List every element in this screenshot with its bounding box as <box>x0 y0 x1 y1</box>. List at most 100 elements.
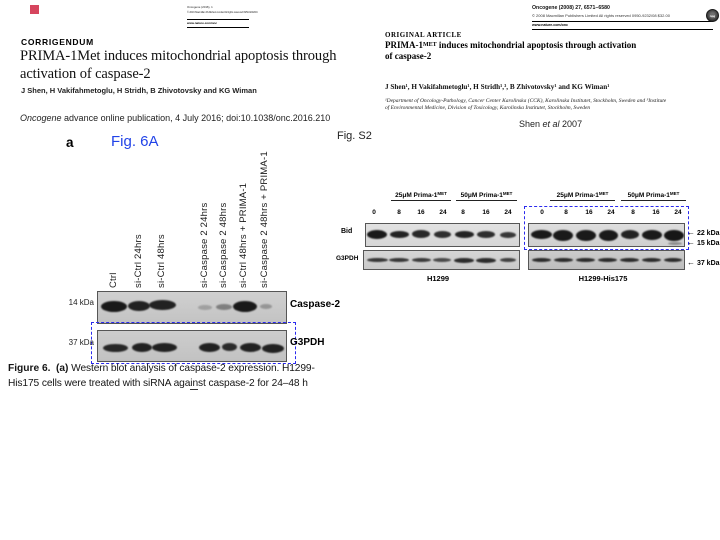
protein-band <box>530 229 552 239</box>
lane-label: si-Ctrl 48hrs <box>156 234 167 288</box>
protein-band <box>642 230 662 240</box>
lane-label: si-Ctrl 24hrs <box>133 234 144 288</box>
title-text: induces mitochondrial apoptosis through … <box>436 40 637 50</box>
right-authors: J Shen¹, H Vakifahmetoglu¹, H Stridh¹,³,… <box>385 83 610 91</box>
dose-superscript: MET <box>502 191 513 196</box>
left-arrow-icon: ← <box>687 238 695 247</box>
protein-band <box>641 258 661 262</box>
protein-band <box>476 257 496 263</box>
caspase2-blot-image <box>97 291 287 324</box>
g3pdh-blot-image <box>97 330 287 362</box>
lane-time-label: 24 <box>607 209 615 216</box>
lane-time-label: 24 <box>674 209 682 216</box>
lane-time-label: 24 <box>504 209 512 216</box>
left-article-title-line1: PRIMA-1Met induces mitochondrial apoptos… <box>20 48 337 64</box>
left-authors: J Shen, H Vakifahmetoglu, H Stridh, B Zh… <box>21 86 257 95</box>
highlight-dashed-box-left <box>91 322 296 364</box>
protein-band <box>151 342 177 352</box>
lane-time-label: 16 <box>417 209 425 216</box>
right-site-link: www.nature.com/onc <box>532 23 569 27</box>
dose-header-50um: 50μM Prima-1MET <box>456 191 517 201</box>
right-copyright-line: © 2008 Macmillan Publishers Limited All … <box>532 13 670 18</box>
lane-time-label: 16 <box>652 209 660 216</box>
protein-band <box>221 343 237 351</box>
g3pdh-blot-h1299his175 <box>528 250 685 270</box>
protein-band <box>198 342 220 352</box>
protein-band <box>500 232 516 238</box>
protein-band <box>433 230 451 238</box>
header-rule <box>532 21 713 22</box>
left-journal-line: Oncogene (2016), 1 <box>187 5 213 9</box>
header-rule <box>187 27 249 28</box>
left-pub-note-journal: Oncogene <box>20 113 62 123</box>
protein-band <box>239 342 261 352</box>
lane-time-label: 8 <box>397 209 401 216</box>
lane-time-label: 0 <box>372 209 376 216</box>
title-superscript: MET <box>423 42 437 48</box>
right-section-heading: ORIGINAL ARTICLE <box>385 31 462 39</box>
protein-band <box>233 300 257 312</box>
protein-band <box>412 230 430 238</box>
panel-letter-a: a <box>66 135 74 150</box>
caspase2-row-label: Caspase-2 <box>290 299 341 310</box>
protein-band <box>101 300 127 312</box>
protein-band <box>389 230 409 238</box>
marker-text: 22 kDa <box>696 230 720 237</box>
protein-band <box>454 257 474 263</box>
cellline-h1299: H1299 <box>426 274 450 283</box>
caption-text: His175 cells were treated with siRNA aga <box>8 378 191 389</box>
protein-band <box>597 258 617 262</box>
fig-6a-reference: Fig. 6A <box>111 133 159 150</box>
left-site-link: www.nature.com/onc <box>187 21 218 25</box>
left-article-title-line2: activation of caspase-2 <box>20 66 151 82</box>
marker-37kda: ← 37 kDa <box>687 258 720 267</box>
dose-text: 50μM Prima-1 <box>627 192 670 199</box>
marker-37kda: 37 kDa <box>68 338 94 347</box>
caption-underlined-text: in <box>190 378 199 390</box>
dose-superscript: MET <box>598 191 609 196</box>
bid-blot-h1299 <box>365 223 520 247</box>
protein-band <box>531 258 551 262</box>
dose-text: 50μM Prima-1 <box>460 192 503 199</box>
lane-time-label: 8 <box>564 209 568 216</box>
protein-band <box>128 301 150 311</box>
protein-band <box>260 303 272 309</box>
protein-band <box>621 229 639 239</box>
dose-text: 25μM Prima-1 <box>556 192 599 199</box>
g3pdh-row-label: G3PDH <box>290 337 325 348</box>
right-journal-line: Oncogene (2008) 27, 6571–6580 <box>532 5 610 11</box>
marker-text: 37 kDa <box>696 260 720 267</box>
lane-time-label: 8 <box>631 209 635 216</box>
protein-band <box>216 304 232 310</box>
citation-etal: et al <box>542 119 560 129</box>
lane-label: si-Caspase 2 48hrs + PRIMA-1 <box>259 151 270 288</box>
right-article-title-line1: PRIMA-1MET induces mitochondrial apoptos… <box>385 40 636 50</box>
npg-logo: npg <box>706 9 719 22</box>
caption-text: Western blot analysis of caspase-2 expre… <box>68 363 315 374</box>
protein-band <box>664 229 684 241</box>
right-affiliation-line2: of Environmental Medicine, Division of T… <box>385 105 591 111</box>
protein-band <box>598 229 618 241</box>
g3pdh-row-label: G3PDH <box>336 255 359 262</box>
dose-superscript: MET <box>669 191 680 196</box>
protein-band <box>553 229 573 241</box>
protein-band <box>664 258 682 262</box>
g3pdh-blot-h1299 <box>363 250 520 270</box>
left-pub-note: Oncogene advance online publication, 4 J… <box>20 113 330 123</box>
protein-band <box>389 258 409 262</box>
lane-time-label: 24 <box>439 209 447 216</box>
fig-s2-reference: Fig. S2 <box>337 130 372 142</box>
protein-band <box>262 343 284 353</box>
marker-14kda: 14 kDa <box>68 298 94 307</box>
protein-band <box>668 241 682 245</box>
lane-time-label: 0 <box>540 209 544 216</box>
protein-band <box>619 258 639 262</box>
protein-band <box>454 230 474 238</box>
lane-time-label: 16 <box>482 209 490 216</box>
citation-text: Shen <box>519 119 543 129</box>
protein-band <box>553 258 573 262</box>
cellline-h1299his175: H1299-His175 <box>578 274 628 283</box>
right-affiliation-line1: ¹Department of Oncology-Pathology, Cance… <box>385 98 667 104</box>
dose-header-25um: 25μM Prima-1MET <box>391 191 451 201</box>
